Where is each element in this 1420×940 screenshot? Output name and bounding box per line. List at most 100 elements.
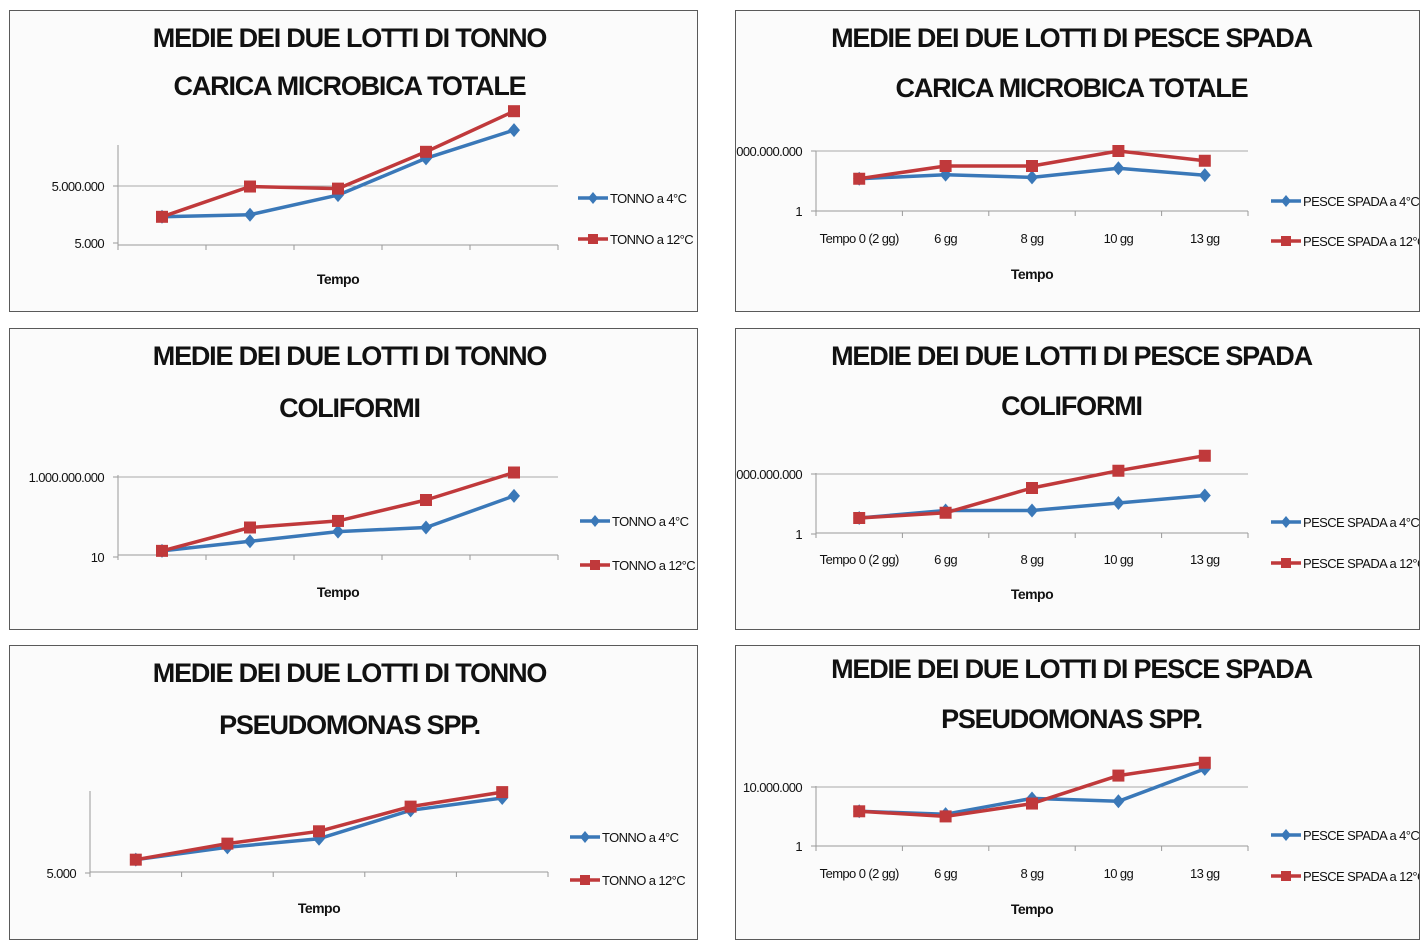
data-point-diamond [420, 520, 432, 535]
chart-svg: MEDIE DEI DUE LOTTI DI TONNO COLIFORMI 1.0… [29, 341, 696, 600]
legend-swatch-marker [580, 831, 590, 843]
data-point-square [853, 172, 866, 185]
y-tick-label: 1 [795, 204, 802, 219]
legend-entry: TONNO a 4°C [580, 514, 689, 529]
legend-swatch-marker [1281, 558, 1291, 568]
legend-swatch-marker [1281, 829, 1291, 841]
data-point-square [244, 521, 256, 534]
chart-title-line: MEDIE DEI DUE LOTTI DI TONNO [153, 23, 547, 53]
data-point-square [221, 837, 234, 850]
data-point-square [939, 810, 952, 823]
data-point-square [1198, 756, 1211, 769]
series-line [161, 470, 515, 553]
x-category-label: Tempo 0 (2 gg) [820, 866, 899, 881]
data-point-diamond [508, 123, 520, 138]
x-axis-label: Tempo [317, 271, 359, 287]
data-point-diamond [1112, 496, 1125, 510]
x-category-label: 6 gg [934, 552, 957, 567]
data-point-square [156, 210, 168, 223]
data-point-diamond [1026, 503, 1038, 518]
data-point-square [1198, 154, 1211, 167]
chart-panel-spada-coliformi: MEDIE DEI DUE LOTTI DI PESCE SPADA COLIFO… [735, 328, 1420, 630]
y-tick-label: 1 [795, 839, 802, 854]
data-point-square [156, 544, 168, 557]
chart-svg: MEDIE DEI DUE LOTTI DI PESCE SPADA PSEUDO… [743, 654, 1419, 917]
legend-label: TONNO a 4°C [612, 514, 689, 529]
data-point-diamond [508, 488, 520, 503]
legend-swatch-marker [588, 192, 598, 204]
data-point-square [939, 160, 952, 172]
data-point-diamond [332, 524, 344, 539]
data-point-square [496, 786, 509, 799]
data-point-diamond [244, 207, 256, 222]
data-point-diamond [1198, 488, 1211, 503]
data-point-square [853, 805, 866, 818]
data-point-square [1112, 464, 1125, 477]
chart-title-line: MEDIE DEI DUE LOTTI DI PESCE SPADA [831, 23, 1312, 53]
legend-entry: TONNO a 12°C [580, 558, 696, 573]
y-tick-label: 1 [795, 527, 802, 542]
legend-entry: PESCE SPADA a 4°C [1271, 828, 1419, 843]
y-tick-label: 5.000 [74, 236, 104, 251]
legend-label: PESCE SPADA a 4°C [1303, 194, 1419, 209]
legend-label: PESCE SPADA a 12°C [1303, 234, 1419, 249]
legend-entry: PESCE SPADA a 4°C [1271, 194, 1419, 209]
legend-label: TONNO a 12°C [610, 232, 693, 247]
data-point-square [1198, 449, 1211, 462]
x-category-label: 6 gg [934, 866, 957, 881]
chart-title-line: MEDIE DEI DUE LOTTI DI PESCE SPADA [831, 341, 1312, 371]
legend-swatch-marker [1281, 236, 1291, 246]
chart-title-line: COLIFORMI [1001, 391, 1142, 421]
data-point-square [332, 514, 344, 527]
data-point-square [1112, 145, 1125, 157]
chart-title-line: MEDIE DEI DUE LOTTI DI TONNO [153, 341, 547, 371]
x-category-label: 10 gg [1104, 552, 1134, 567]
chart-svg: MEDIE DEI DUE LOTTI DI TONNO CARICA MICRO… [52, 23, 694, 287]
chart-panel-tonno-carica: MEDIE DEI DUE LOTTI DI TONNO CARICA MICRO… [9, 10, 698, 312]
y-tick-label: 10 [91, 550, 105, 565]
x-axis-label: Tempo [298, 900, 340, 916]
chart-svg: MEDIE DEI DUE LOTTI DI PESCE SPADA COLIFO… [736, 341, 1419, 602]
legend-entry: TONNO a 12°C [578, 232, 694, 247]
data-point-square [420, 145, 432, 158]
data-point-square [508, 466, 520, 479]
chart-svg: MEDIE DEI DUE LOTTI DI PESCE SPADA CARICA… [736, 23, 1419, 282]
legend-entry: TONNO a 4°C [570, 830, 679, 845]
data-point-square [508, 105, 520, 118]
legend-entry: PESCE SPADA a 12°C [1271, 234, 1419, 249]
data-point-diamond [244, 534, 256, 549]
data-point-square [313, 825, 325, 838]
legend-entry: PESCE SPADA a 12°C [1271, 869, 1419, 884]
legend-swatch-marker [588, 234, 598, 244]
data-point-square [1026, 482, 1038, 494]
data-point-square [1112, 769, 1125, 782]
legend-swatch-marker [1281, 516, 1291, 528]
y-tick-label: 5.000.000 [52, 179, 105, 194]
y-tick-label: 1.000.000.000 [736, 467, 802, 482]
legend-label: TONNO a 4°C [602, 830, 679, 845]
legend-swatch-marker [590, 515, 600, 527]
legend-label: TONNO a 12°C [602, 873, 685, 888]
chart-panel-spada-carica: MEDIE DEI DUE LOTTI DI PESCE SPADA CARICA… [735, 10, 1420, 312]
data-point-diamond [1026, 170, 1038, 185]
legend-swatch-marker [1281, 871, 1291, 881]
legend-label: TONNO a 12°C [612, 558, 695, 573]
x-category-label: 8 gg [1021, 866, 1044, 881]
data-point-square [1026, 160, 1038, 172]
x-axis-label: Tempo [317, 584, 359, 600]
legend-swatch-marker [1281, 195, 1291, 207]
data-point-square [1026, 797, 1038, 810]
data-point-square [129, 853, 142, 866]
legend-label: PESCE SPADA a 4°C [1303, 515, 1419, 530]
x-axis-label: Tempo [1011, 266, 1053, 282]
data-point-square [332, 182, 344, 195]
chart-svg: MEDIE DEI DUE LOTTI DI TONNO PSEUDOMONAS … [46, 658, 685, 916]
chart-panel-tonno-coliformi: MEDIE DEI DUE LOTTI DI TONNO COLIFORMI 1.0… [9, 328, 698, 630]
x-category-label: 10 gg [1104, 231, 1134, 246]
legend-entry: PESCE SPADA a 4°C [1271, 515, 1419, 530]
x-category-label: 13 gg [1190, 552, 1220, 567]
legend-entry: TONNO a 4°C [578, 191, 687, 206]
y-tick-label: 10.000.000 [743, 780, 802, 795]
x-axis-label: Tempo [1011, 586, 1053, 602]
data-point-square [244, 180, 256, 193]
